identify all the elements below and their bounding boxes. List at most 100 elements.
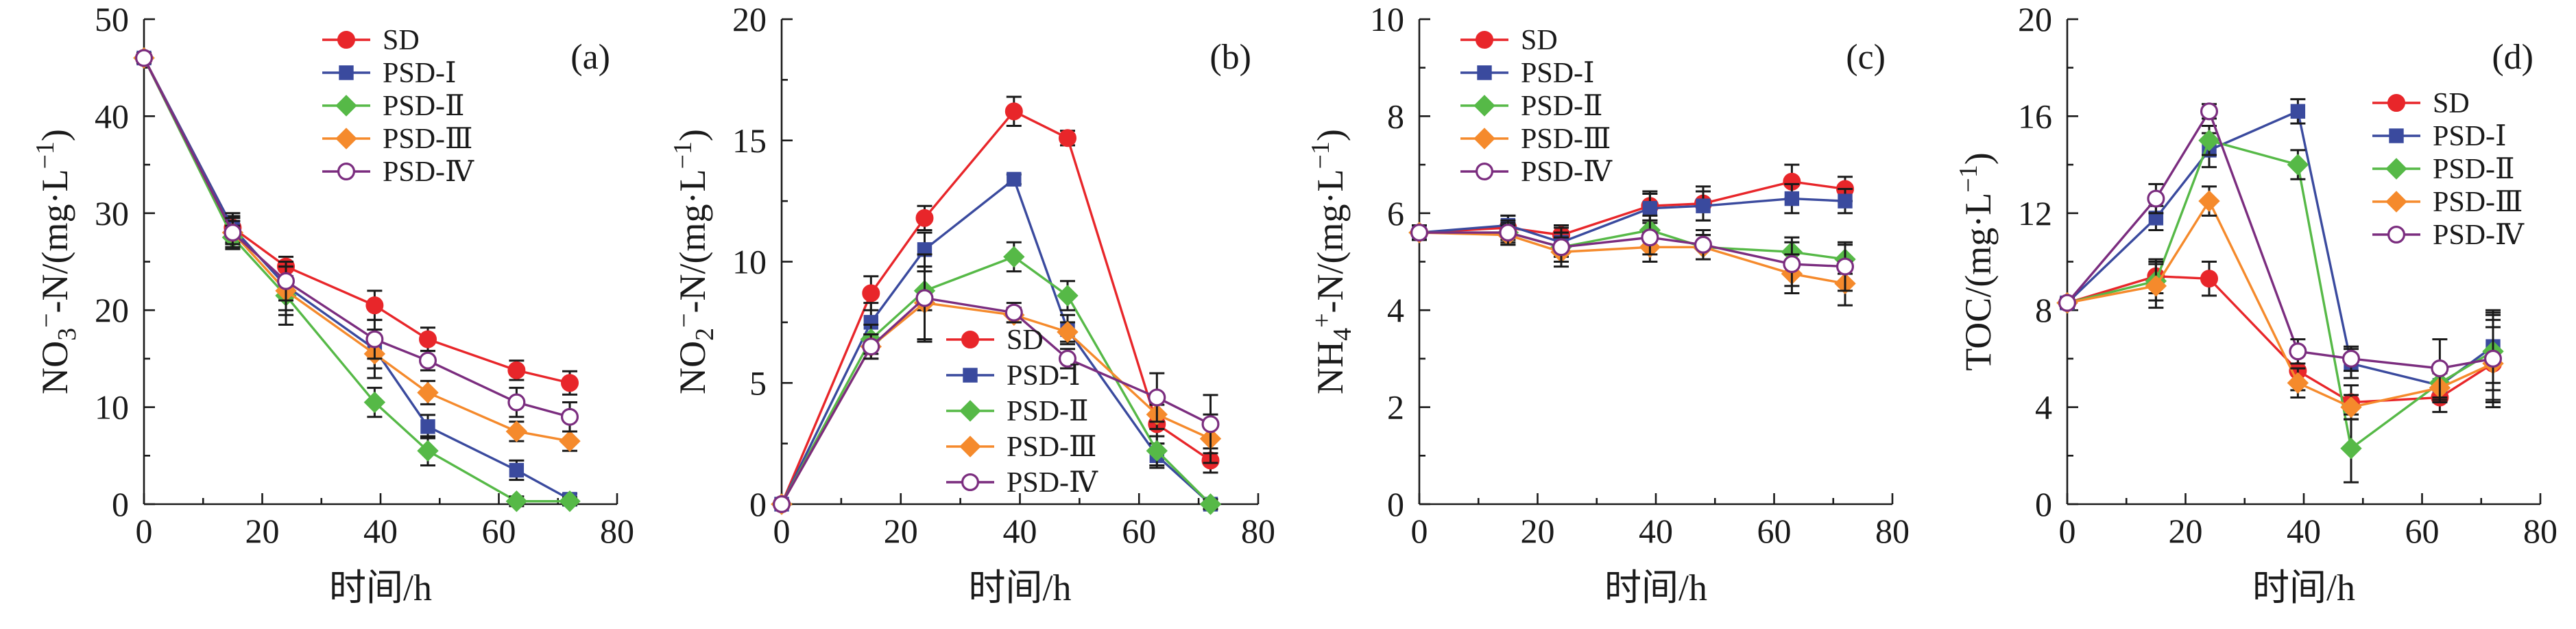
data-point <box>1004 303 1023 322</box>
series-group <box>133 47 581 452</box>
data-point <box>419 330 437 348</box>
data-point <box>2431 359 2449 378</box>
y-axis-title-part: 4 <box>1328 328 1357 341</box>
legend-label: SD <box>2433 88 2470 119</box>
y-axis-title: NH4+-N/(mg·L−1) <box>1306 129 1357 394</box>
legend-marker <box>339 65 354 80</box>
data-point <box>507 393 526 412</box>
series-line <box>780 110 1212 505</box>
data-point <box>1838 193 1853 209</box>
legend-marker <box>2389 128 2404 143</box>
y-axis-title-part: 3 <box>53 328 82 341</box>
legend-label: PSD-Ⅳ <box>1521 156 1613 188</box>
legend-label: PSD-Ⅱ <box>1521 91 1603 122</box>
y-axis-title-part: ) <box>1310 129 1351 141</box>
series-group <box>135 49 579 433</box>
legend-marker <box>2387 94 2405 112</box>
series-line <box>1419 197 1846 244</box>
legend-marker <box>1473 95 1495 117</box>
y-tick-label: 20 <box>732 0 767 38</box>
x-axis-title: 时间/h <box>329 567 432 608</box>
chart-panel: 0 20 40 60 80 0 10 20 30 40 50 时间/h NO3−-N/(mg·L−1) (… <box>31 0 634 608</box>
data-point <box>1201 415 1220 434</box>
y-tick-label: 0 <box>2035 485 2052 523</box>
data-point <box>561 374 579 392</box>
data-point <box>2287 372 2309 394</box>
legend-label: PSD-Ⅳ <box>383 156 474 188</box>
data-point <box>224 224 242 242</box>
data-point <box>1059 129 1076 147</box>
y-axis-title-part: − <box>32 313 61 327</box>
y-axis-title-part: ) <box>34 129 75 141</box>
x-axis-title: 时间/h <box>1604 567 1707 608</box>
x-tick-label: 40 <box>363 512 398 550</box>
series-group <box>1412 182 1853 258</box>
series-group <box>772 253 1220 513</box>
series-line <box>143 57 570 503</box>
series-group <box>2058 102 2503 404</box>
y-axis-title-part: ) <box>672 129 713 141</box>
legend-marker <box>337 31 355 49</box>
data-point <box>507 361 526 379</box>
data-point <box>2198 130 2220 152</box>
panel-label: (a) <box>570 38 610 77</box>
series-line <box>143 57 570 442</box>
series-line <box>780 301 1212 505</box>
x-tick-label: 20 <box>1521 512 1555 550</box>
data-point <box>862 284 880 302</box>
legend-marker <box>963 368 978 383</box>
y-axis-title-part: -N/(mg·L <box>34 169 75 313</box>
x-tick-label: 80 <box>1241 512 1275 550</box>
y-axis-title-part: −1 <box>31 141 60 169</box>
legend-label: SD <box>1521 25 1558 56</box>
data-point <box>2200 270 2218 288</box>
data-point <box>1199 493 1222 515</box>
series-line <box>2066 108 2494 370</box>
x-axis-title: 时间/h <box>2252 567 2355 608</box>
x-tick-label: 0 <box>136 512 153 550</box>
legend-label: PSD-Ⅰ <box>2433 121 2507 152</box>
data-point <box>2200 102 2219 121</box>
y-tick-label: 5 <box>749 364 767 402</box>
x-tick-label: 20 <box>884 512 918 550</box>
data-point <box>1057 285 1079 307</box>
y-axis-title-part: + <box>1308 313 1336 327</box>
y-tick-label: 4 <box>1387 291 1404 329</box>
legend-label: SD <box>383 25 420 56</box>
data-point <box>915 209 934 227</box>
data-point <box>772 495 791 513</box>
data-point <box>1784 191 1800 206</box>
data-point <box>365 330 384 348</box>
legend-label: PSD-Ⅰ <box>383 58 457 89</box>
y-tick-label: 10 <box>732 243 767 281</box>
y-axis-title-part: ) <box>1958 152 1999 165</box>
data-point <box>1148 388 1166 407</box>
y-axis-title-part: -N/(mg·L <box>672 169 713 313</box>
panel-label: (c) <box>1846 38 1886 77</box>
data-point <box>559 490 581 512</box>
chart-panel: 0 20 40 60 800246810时间/hNH4+-N/(mg·L−1)(c)SD… <box>1306 0 1910 608</box>
data-point <box>363 391 386 414</box>
x-tick-label: 60 <box>482 512 516 550</box>
legend-marker <box>2385 191 2407 213</box>
series-line <box>143 57 570 501</box>
y-axis-title-part: − <box>670 313 699 327</box>
panel-label: (b) <box>1209 38 1251 77</box>
y-axis-title: TOC/(mg·L−1) <box>1954 152 1999 370</box>
legend-marker <box>2385 158 2407 180</box>
x-tick-label: 60 <box>2405 512 2440 550</box>
data-point <box>418 351 437 370</box>
data-point <box>1783 255 1801 274</box>
x-axis-title: 时间/h <box>968 567 1071 608</box>
data-point <box>1836 257 1855 276</box>
y-tick-label: 0 <box>1387 485 1404 523</box>
panel-label: (d) <box>2492 38 2533 77</box>
data-point <box>2340 396 2362 418</box>
data-point <box>505 420 528 442</box>
data-point <box>2289 342 2307 361</box>
legend-marker <box>961 331 979 348</box>
legend-label: PSD-Ⅳ <box>2433 219 2525 251</box>
legend-marker <box>1476 163 1494 181</box>
